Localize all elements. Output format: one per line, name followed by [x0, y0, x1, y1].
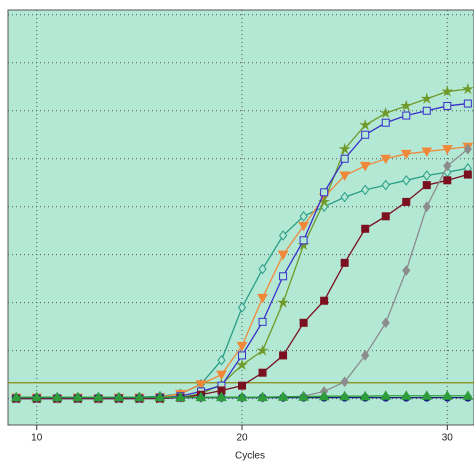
data-point [72, 391, 84, 402]
data-point [257, 293, 268, 304]
data-point [441, 145, 453, 155]
data-point [381, 118, 390, 127]
data-point [380, 154, 392, 165]
data-point [379, 106, 392, 119]
x-tick-label: 10 [31, 433, 43, 444]
data-point [31, 391, 43, 402]
data-point [381, 317, 390, 329]
data-point [134, 391, 145, 402]
data-point [238, 381, 247, 390]
data-point [339, 171, 351, 182]
data-point [236, 391, 248, 402]
data-point [462, 390, 474, 400]
data-point [402, 175, 411, 186]
data-point [381, 212, 390, 221]
data-point [422, 201, 431, 213]
data-point [402, 197, 411, 206]
data-point [400, 390, 412, 400]
data-point [279, 272, 288, 281]
data-point [443, 160, 452, 172]
data-point [216, 370, 227, 381]
data-point [400, 149, 412, 160]
data-point [299, 236, 308, 245]
data-point [361, 184, 370, 196]
data-point [443, 176, 452, 185]
data-point [10, 391, 22, 402]
data-point [421, 390, 433, 400]
data-point [463, 99, 472, 108]
x-tick-label: 20 [236, 433, 248, 444]
x-tick-label: 30 [442, 433, 454, 444]
data-point [175, 391, 186, 402]
data-point [461, 82, 474, 95]
data-point [299, 210, 308, 222]
data-point [340, 376, 349, 388]
data-point [277, 296, 290, 308]
data-point [256, 344, 269, 356]
data-point [420, 92, 433, 104]
data-point [277, 391, 289, 401]
data-point [258, 317, 267, 326]
data-point [51, 391, 63, 402]
data-point [359, 118, 372, 131]
data-point [257, 391, 268, 402]
data-point [237, 302, 247, 313]
data-point [338, 142, 351, 155]
data-point [422, 181, 431, 190]
data-point [217, 354, 226, 366]
data-point [258, 263, 267, 275]
x-axis-label: Cycles [235, 451, 265, 462]
data-point [400, 99, 413, 112]
data-point [361, 224, 370, 233]
data-point [463, 170, 472, 179]
data-point [441, 390, 453, 400]
data-point [299, 318, 308, 327]
data-point [154, 391, 166, 402]
data-point [359, 161, 371, 172]
data-point [113, 391, 125, 402]
data-point [361, 130, 370, 139]
data-point [381, 179, 390, 191]
data-point [298, 391, 309, 401]
data-point [402, 111, 411, 120]
data-point [279, 351, 288, 360]
data-point [359, 390, 371, 401]
data-point [195, 391, 207, 402]
data-point [277, 250, 289, 261]
series [10, 390, 474, 402]
data-point [258, 368, 267, 377]
data-point [443, 101, 452, 110]
data-point [92, 391, 104, 402]
data-point [422, 106, 431, 115]
data-point [238, 351, 247, 360]
data-point [463, 143, 472, 155]
data-point [216, 391, 227, 402]
data-point [318, 390, 330, 401]
data-point [278, 230, 288, 241]
data-point [340, 258, 349, 267]
data-point [441, 85, 454, 97]
data-point [340, 154, 349, 163]
data-point [421, 147, 433, 158]
data-point [339, 390, 351, 401]
data-point [236, 341, 248, 352]
data-point [380, 390, 392, 400]
data-point [320, 296, 329, 305]
data-point [298, 221, 309, 232]
data-point [422, 170, 431, 181]
data-point [340, 191, 349, 203]
data-point [361, 350, 370, 361]
data-point [195, 380, 207, 390]
data-point [236, 358, 249, 371]
data-point [320, 188, 329, 197]
data-point [402, 265, 411, 276]
